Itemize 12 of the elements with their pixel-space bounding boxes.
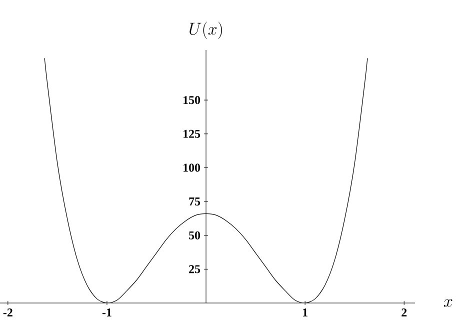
x-tick-label: 2 — [402, 308, 407, 316]
y-tick-label: 125 — [184, 130, 200, 138]
x-axis-title: $x$ — [444, 299, 452, 307]
y-tick-label: 75 — [189, 198, 200, 206]
x-tick-label: -1 — [102, 308, 112, 316]
y-axis-title: $U(x)$ — [190, 22, 222, 39]
y-tick-label: 150 — [184, 96, 200, 104]
x-tick-label: -2 — [3, 308, 12, 316]
x-tick-label: 1 — [303, 308, 308, 316]
y-tick-label: 25 — [189, 265, 200, 274]
y-tick-label: 50 — [189, 231, 200, 240]
y-tick-label: 100 — [184, 164, 200, 172]
